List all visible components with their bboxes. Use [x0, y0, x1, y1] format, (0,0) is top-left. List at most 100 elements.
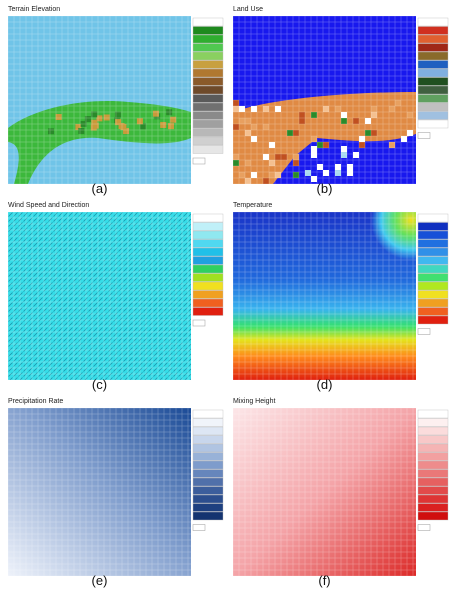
- legend-swatch: [192, 435, 224, 444]
- panel-caption: (b): [317, 181, 333, 196]
- legend-button: [417, 328, 431, 335]
- legend-swatch: [417, 435, 449, 444]
- legend-swatch: [417, 230, 449, 240]
- legend-swatch: [192, 230, 224, 240]
- legend-swatch: [192, 68, 224, 78]
- legend-swatch: [192, 102, 224, 112]
- legend: [192, 409, 224, 531]
- legend: [192, 17, 224, 165]
- legend-swatch: [417, 111, 449, 120]
- grid: [233, 408, 416, 576]
- legend-swatch: [417, 426, 449, 436]
- legend-swatch: [192, 111, 224, 120]
- legend-button: [417, 132, 431, 139]
- legend-swatch: [417, 119, 449, 129]
- legend-swatch: [192, 17, 224, 27]
- legend-swatch: [192, 307, 224, 316]
- legend-swatch: [417, 486, 449, 495]
- legend-swatch: [192, 443, 224, 453]
- legend-swatch: [417, 315, 449, 325]
- legend-swatch: [192, 409, 224, 419]
- map: [8, 16, 191, 184]
- legend-swatch: [192, 460, 224, 470]
- legend-swatch: [417, 273, 449, 282]
- panel-title: Temperature: [233, 202, 272, 209]
- panel: Land Use (b): [233, 6, 449, 196]
- legend-swatch: [417, 51, 449, 61]
- legend-swatch: [417, 34, 449, 44]
- legend-swatch: [192, 34, 224, 44]
- grid: [8, 16, 191, 184]
- legend-swatch: [192, 222, 224, 231]
- panel-title: Terrain Elevation: [8, 6, 60, 13]
- legend-swatch: [417, 247, 449, 257]
- legend-swatch: [192, 486, 224, 495]
- panel-caption: (e): [92, 573, 108, 588]
- legend-swatch: [417, 77, 449, 86]
- legend-swatch: [417, 43, 449, 52]
- panel: Wind Speed and Direction (c): [8, 202, 224, 392]
- legend-swatch: [192, 239, 224, 248]
- legend-swatch: [417, 307, 449, 316]
- legend-swatch: [192, 85, 224, 95]
- legend-swatch: [192, 26, 224, 35]
- legend: [417, 213, 449, 335]
- legend-swatch: [192, 247, 224, 257]
- legend-swatch: [417, 264, 449, 274]
- legend-swatch: [192, 136, 224, 146]
- legend-swatch: [417, 460, 449, 470]
- legend: [417, 409, 449, 531]
- legend-swatch: [417, 409, 449, 419]
- panel: Temperature (d): [233, 202, 449, 392]
- legend-swatch: [192, 94, 224, 103]
- legend-swatch: [417, 17, 449, 27]
- legend-swatch: [417, 68, 449, 78]
- legend-swatch: [417, 469, 449, 478]
- grid: [8, 212, 191, 380]
- legend-swatch: [192, 418, 224, 427]
- grid: [233, 212, 416, 380]
- legend-swatch: [192, 256, 224, 265]
- legend-swatch: [192, 494, 224, 504]
- legend-swatch: [192, 426, 224, 436]
- legend-swatch: [417, 418, 449, 427]
- panel-caption: (f): [318, 573, 330, 588]
- map: [8, 408, 191, 576]
- map: [233, 16, 416, 184]
- legend-swatch: [417, 213, 449, 223]
- legend-swatch: [417, 503, 449, 512]
- legend-swatch: [417, 256, 449, 265]
- legend-swatch: [192, 273, 224, 282]
- legend-swatch: [192, 281, 224, 291]
- legend-button: [192, 319, 206, 327]
- legend-swatch: [192, 469, 224, 478]
- legend-swatch: [192, 51, 224, 61]
- legend-swatch: [192, 145, 224, 154]
- legend-button: [417, 524, 431, 531]
- legend-swatch: [417, 26, 449, 35]
- legend-button: [192, 524, 206, 531]
- legend-swatch: [192, 511, 224, 521]
- legend-swatch: [192, 128, 224, 137]
- legend-swatch: [192, 60, 224, 69]
- panel-title: Precipitation Rate: [8, 398, 63, 405]
- legend-swatch: [192, 477, 224, 487]
- legend-button: [192, 157, 206, 165]
- legend-swatch: [417, 222, 449, 231]
- legend-swatch: [417, 452, 449, 461]
- map: [8, 212, 191, 380]
- panel: Mixing Height (f): [233, 398, 449, 588]
- panel: Precipitation Rate (e): [8, 398, 224, 588]
- legend-swatch: [417, 494, 449, 504]
- panel-caption: (a): [92, 181, 108, 196]
- legend-swatch: [192, 43, 224, 52]
- legend-swatch: [417, 511, 449, 521]
- legend-swatch: [417, 85, 449, 95]
- legend-swatch: [417, 281, 449, 291]
- legend-swatch: [417, 60, 449, 69]
- legend-swatch: [192, 298, 224, 308]
- legend: [417, 17, 449, 139]
- legend-swatch: [192, 264, 224, 274]
- panel-caption: (c): [92, 377, 107, 392]
